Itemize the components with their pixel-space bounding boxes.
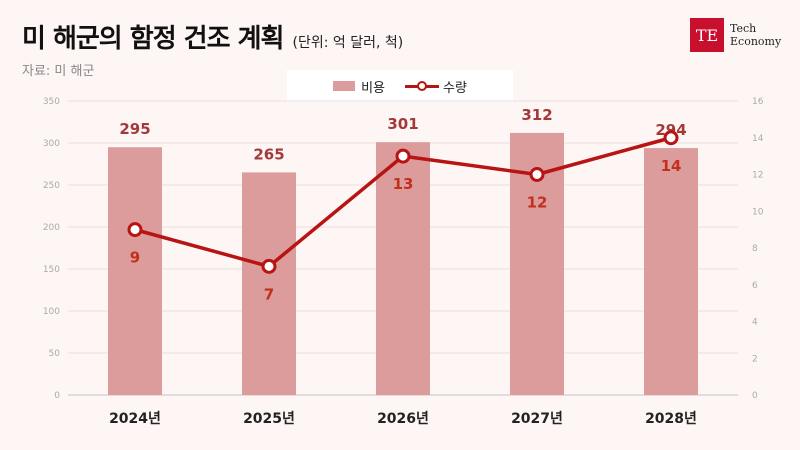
logo-line-2: Economy [730, 35, 782, 48]
y-left-tick-label: 0 [54, 391, 60, 401]
brand-logo: TE Tech Economy [690, 18, 781, 52]
chart-title: 미 해군의 함정 건조 계획 [22, 24, 284, 54]
x-tick-label: 2026년 [377, 411, 429, 427]
y-right-tick-label: 6 [752, 281, 758, 291]
y-left-tick-label: 350 [43, 97, 60, 107]
line-value-label: 9 [130, 249, 140, 267]
line-point [127, 222, 143, 238]
y-right-tick-label: 10 [752, 207, 764, 217]
y-right-tick-label: 2 [752, 354, 758, 364]
line-point [663, 130, 679, 146]
y-right-tick-label: 12 [752, 171, 763, 181]
logo-text: Tech Economy [730, 22, 781, 48]
legend-item-bar: 비용 [333, 77, 385, 96]
x-tick-label: 2027년 [511, 411, 563, 427]
y-left-tick-label: 50 [49, 349, 61, 359]
y-right-tick-label: 0 [752, 391, 758, 401]
legend-bar-swatch [333, 81, 356, 91]
y-right-tick-label: 8 [752, 244, 758, 254]
legend-line-marker [405, 80, 439, 92]
line-point [529, 167, 545, 182]
bar [376, 142, 430, 395]
legend-bar-label: 비용 [361, 80, 385, 96]
bar-value-label: 312 [521, 106, 552, 124]
bar [242, 172, 296, 395]
unit-note: (단위: 억 달러, 척) [292, 35, 404, 51]
logo-line-1: Tech [730, 22, 757, 35]
y-left-tick-label: 300 [43, 139, 60, 149]
x-tick-label: 2024년 [109, 411, 161, 427]
y-right-tick-label: 4 [752, 318, 758, 328]
y-left-tick-label: 200 [43, 223, 60, 233]
line-value-label: 7 [264, 285, 274, 303]
line-value-label: 13 [393, 175, 414, 193]
title-block: 미 해군의 함정 건조 계획 (단위: 억 달러, 척) [22, 18, 403, 55]
legend-line-label: 수량 [443, 80, 467, 96]
bar-value-label: 265 [253, 145, 284, 163]
y-left-tick-label: 100 [43, 307, 60, 317]
bar-value-label: 295 [119, 120, 150, 138]
y-left-tick-label: 250 [43, 181, 60, 191]
y-left-tick-label: 150 [43, 265, 60, 275]
source-note: 자료: 미 해군 [22, 64, 95, 79]
legend-item-line: 수량 [405, 77, 467, 96]
line-point [261, 258, 277, 274]
line-point [395, 148, 411, 164]
chart-legend: 비용 수량 [287, 70, 513, 102]
x-tick-label: 2028년 [645, 411, 697, 427]
bar-value-label: 301 [387, 115, 418, 133]
y-right-tick-label: 16 [752, 97, 764, 107]
line-value-label: 14 [661, 157, 682, 175]
x-tick-label: 2025년 [243, 411, 295, 427]
line-value-label: 12 [527, 194, 548, 212]
bar [108, 147, 162, 395]
y-right-tick-label: 14 [752, 134, 764, 144]
bar-value-label: 294 [655, 121, 686, 139]
bar [644, 148, 698, 395]
logo-mark: TE [690, 18, 724, 52]
